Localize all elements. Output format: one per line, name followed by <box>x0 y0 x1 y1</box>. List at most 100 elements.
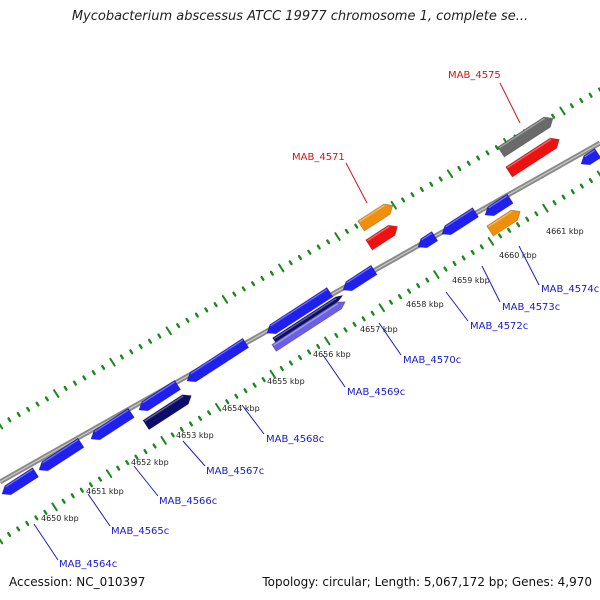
gene-label: MAB_4574c <box>541 284 599 295</box>
gene-4575-red-shade <box>507 138 552 169</box>
minor-tick <box>561 194 566 200</box>
minor-tick <box>207 410 212 416</box>
map-title: Mycobacterium abscessus ATCC 19977 chrom… <box>71 9 529 24</box>
gene-leader-line <box>241 404 265 435</box>
minor-tick <box>16 526 21 532</box>
major-tick <box>269 369 276 379</box>
minor-tick <box>443 266 448 272</box>
minor-tick <box>185 317 190 323</box>
major-tick <box>278 263 285 273</box>
gene-label: MAB_4566c <box>159 496 217 507</box>
minor-tick <box>507 227 512 233</box>
minor-tick <box>7 531 12 538</box>
major-tick <box>559 106 566 116</box>
kbp-label: 4658 kbp <box>406 300 444 309</box>
kbp-label: 4650 kbp <box>41 514 79 523</box>
gene-4571-red-shade <box>367 225 390 242</box>
major-tick <box>160 436 167 445</box>
reverse-gene-track <box>142 294 346 431</box>
minor-tick <box>297 354 303 361</box>
kbp-label: 4653 kbp <box>176 431 214 440</box>
highlight-leader-line <box>345 162 368 204</box>
minor-tick <box>334 332 339 338</box>
gene-4574c-shade <box>488 195 508 209</box>
gene-leader-line <box>133 465 159 497</box>
minor-tick <box>534 211 539 217</box>
gene-4569c-lower <box>271 301 346 352</box>
gene-4573c-shade <box>445 208 473 228</box>
kbp-label: 4656 kbp <box>313 350 351 359</box>
minor-tick <box>213 302 218 308</box>
minor-tick <box>234 393 239 399</box>
major-tick <box>446 169 454 179</box>
minor-tick <box>25 520 30 526</box>
minor-tick <box>63 385 68 391</box>
minor-tick <box>97 476 103 482</box>
highlight-label: MAB_4575 <box>448 70 501 81</box>
gene-leader-line <box>322 354 346 388</box>
minor-tick <box>194 312 199 318</box>
gene-4570c-shade <box>346 266 372 284</box>
kbp-label: 4652 kbp <box>131 458 169 467</box>
minor-tick <box>316 343 321 349</box>
minor-tick <box>370 310 375 316</box>
gene-4567c <box>138 379 182 412</box>
gene-4575-grey <box>497 116 554 158</box>
gene-4569c-upper-shade <box>273 297 337 340</box>
forward-gene-track <box>1 147 600 496</box>
minor-tick <box>116 465 121 471</box>
accession-text: Accession: NC_010397 <box>9 575 146 589</box>
minor-tick <box>516 222 521 228</box>
major-tick <box>105 469 113 478</box>
minor-tick <box>72 380 78 386</box>
minor-tick <box>197 415 203 421</box>
gene-4575-grey-shade <box>499 117 546 149</box>
minor-tick <box>352 321 357 327</box>
gene-label: MAB_4572c <box>470 321 528 332</box>
minor-tick <box>361 316 366 322</box>
minor-tick <box>288 360 293 366</box>
gene-label: MAB_4569c <box>347 387 405 398</box>
minor-tick <box>429 181 434 187</box>
gene-4567c-selected-shade <box>144 395 184 422</box>
gene-label: MAB_4568c <box>266 434 324 445</box>
minor-tick <box>407 288 412 294</box>
minor-tick <box>176 323 181 329</box>
minor-tick <box>438 176 443 182</box>
minor-tick <box>316 244 321 250</box>
major-tick <box>596 170 600 177</box>
gene-4574c <box>484 193 514 217</box>
gene-4565c <box>38 437 85 472</box>
major-tick <box>215 402 222 412</box>
gene-4565c-shade <box>42 439 79 464</box>
minor-tick <box>61 498 66 504</box>
minor-tick <box>232 291 237 297</box>
gene-label-layer: MAB_4564c MAB_4565c MAB_4566c MAB_4567c MAB_… <box>33 70 599 570</box>
minor-tick <box>494 145 499 151</box>
major-tick <box>53 389 60 398</box>
minor-tick <box>343 327 348 333</box>
minor-tick <box>307 349 312 355</box>
minor-tick <box>70 493 75 499</box>
minor-tick <box>344 228 349 234</box>
minor-tick <box>34 515 39 521</box>
gene-4571-orange <box>357 203 394 232</box>
gene-leader-line <box>87 493 111 527</box>
gene-4568c-shade <box>190 339 244 375</box>
minor-tick <box>35 401 40 407</box>
gene-4574c-orange-shade <box>488 210 513 228</box>
gene-4569c-upper <box>272 294 344 343</box>
major-tick <box>0 423 4 430</box>
kbp-label: 4651 kbp <box>86 487 124 496</box>
minor-tick <box>388 299 393 305</box>
gene-4567c-shade <box>142 381 175 404</box>
minor-tick <box>588 177 593 184</box>
minor-tick <box>125 460 130 466</box>
minor-tick <box>326 239 331 245</box>
gene-4576c-shade <box>584 149 596 158</box>
minor-tick <box>7 417 12 423</box>
minor-tick <box>452 260 457 267</box>
outer-tick-track <box>0 87 600 430</box>
kbp-label: 4655 kbp <box>267 377 305 386</box>
